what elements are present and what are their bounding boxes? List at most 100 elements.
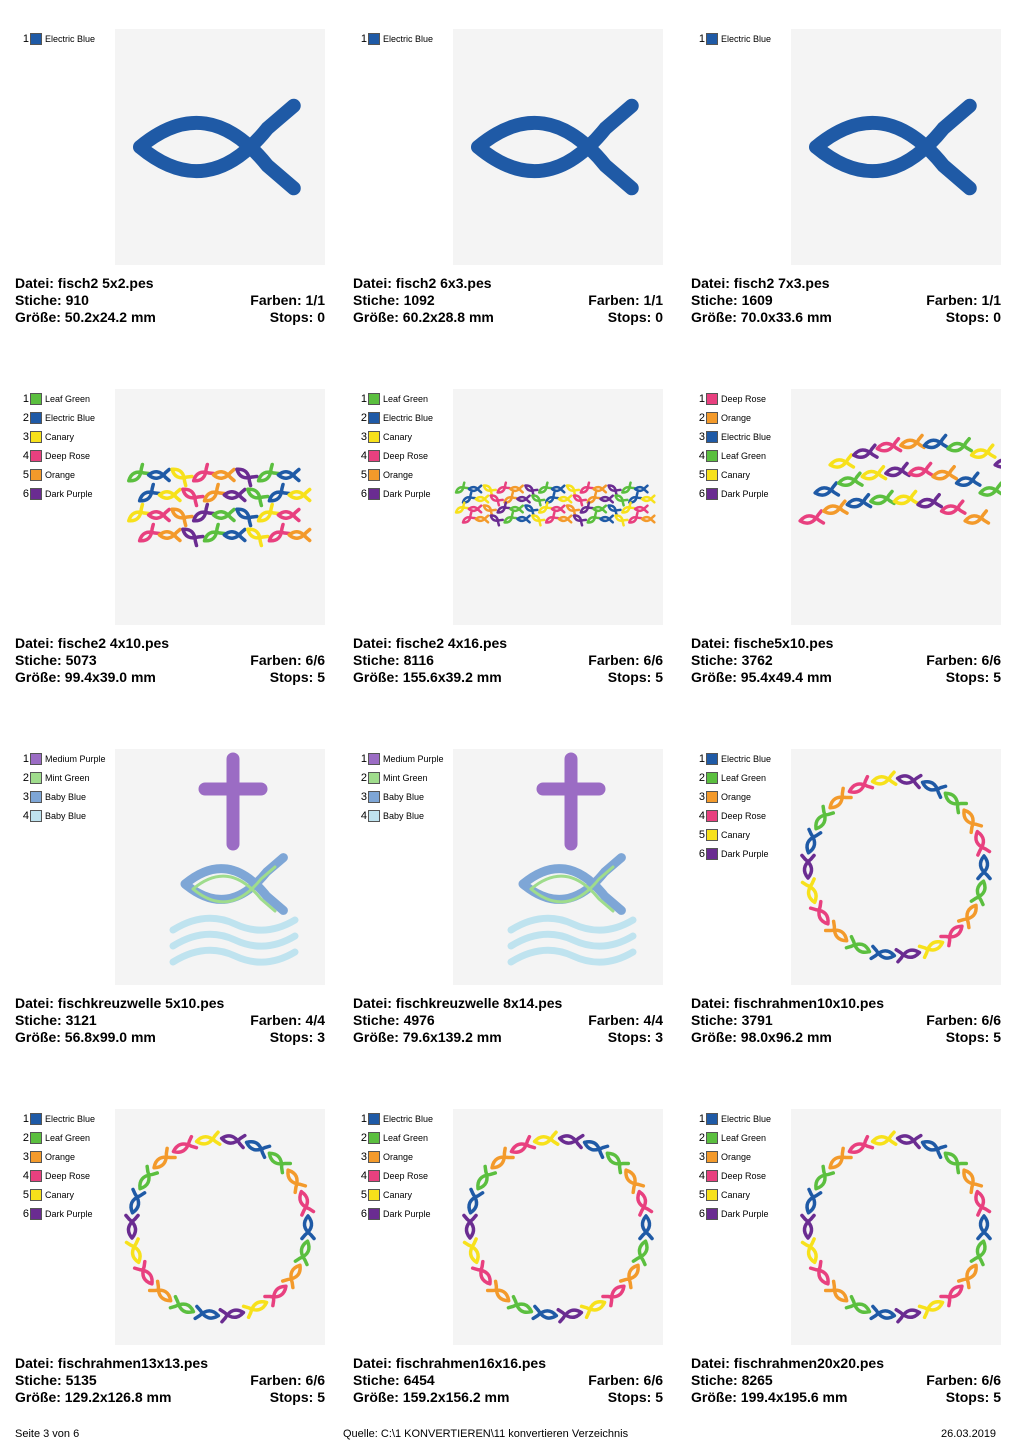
cross-fish-wave-icon [169,752,299,966]
file-name-line: Datei: fischrahmen20x20.pes [691,1355,884,1372]
thread-color-row: 5 Canary [696,825,796,844]
thread-color-row: 1 Electric Blue [358,1109,458,1128]
fish-shape [191,462,216,483]
fish-shape [969,1239,987,1267]
design-info: Datei: fische5x10.pes Stiche: 3762 Farbe… [691,635,1001,686]
thread-name: Dark Purple [45,488,93,499]
fish-shape [869,489,896,506]
thread-swatch [368,430,380,443]
thread-number: 6 [698,487,705,500]
design-size: 155.6x39.2 mm [402,669,502,685]
thread-name: Medium Purple [383,753,444,764]
thread-color-row: 1 Electric Blue [20,1109,120,1128]
thread-number: 3 [22,430,29,443]
single-fish-icon [133,98,301,196]
thread-name: Dark Purple [383,1208,431,1219]
thread-number: 3 [22,1150,29,1163]
thread-name: Leaf Green [721,1132,767,1143]
stitches-label: Stiche: [353,1012,404,1028]
fish-shape [193,1304,221,1321]
design-card: 1 Deep Rose 2 Orange 3 Electric Blue 4 L… [691,385,1011,715]
fish-shape [845,492,873,509]
fish-shape [529,865,615,913]
fish-band-narrow-icon [454,481,656,527]
thread-swatch [368,1112,380,1125]
fish-shape [124,1237,142,1265]
fish-shape [607,504,622,517]
fish-shape [624,1168,646,1195]
thread-color-row: 5 Orange [358,465,458,484]
size-line: Größe: 129.2x126.8 mm [15,1389,171,1406]
fish-shape [276,507,301,523]
thread-color-row: 3 Canary [358,427,458,446]
stop-count: 0 [993,309,1001,325]
fish-shape [267,482,292,503]
fish-shape [969,443,997,460]
fish-shape [993,453,1001,469]
colors-label: Farben: [926,1012,982,1028]
fish-shape [978,481,1001,497]
color-count-line: Farben: 6/6 [588,1372,663,1389]
design-size: 99.4x39.0 mm [64,669,156,685]
thread-name: Orange [383,469,414,480]
thread-number: 3 [22,790,29,803]
fish-shape [628,511,643,524]
fish-shape [276,467,301,483]
fish-shape [170,507,194,528]
fish-shape [920,1140,948,1160]
fish-shape [565,504,581,517]
color-count-line: Farben: 6/6 [926,652,1001,669]
fish-shape [956,903,978,930]
fish-shape [823,1279,849,1303]
thread-swatch [706,771,718,784]
thread-name: Dark Purple [45,1208,93,1219]
fish-shape [870,770,898,786]
fish-shape [851,443,879,460]
fish-shape [191,865,277,913]
color-count-line: Farben: 6/6 [588,652,663,669]
fish-shape [506,1294,534,1314]
thread-swatch [706,1150,718,1163]
colors-label: Farben: [588,292,644,308]
design-card: 1 Electric Blue 2 Leaf Green 3 Orange 4 … [15,1105,335,1435]
design-size: 50.2x24.2 mm [64,309,156,325]
stitch-count-line: Stiche: 3121 [15,1012,97,1029]
design-size: 159.2x156.2 mm [402,1389,510,1405]
fish-shape [557,494,573,504]
fish-shape [892,489,920,506]
fish-shape [157,527,182,543]
stitches-label: Stiche: [15,1372,66,1388]
thread-color-row: 1 Electric Blue [358,29,458,48]
color-count-line: Farben: 1/1 [926,292,1001,309]
thread-number: 4 [698,449,705,462]
fish-shape [219,1133,247,1150]
fish-shape [244,1140,272,1160]
thread-number: 3 [360,1150,367,1163]
stops-label: Stops: [269,1029,318,1045]
design-card: 1 Leaf Green 2 Electric Blue 3 Canary 4 … [15,385,335,715]
fish-shape [550,504,566,514]
thread-palette: 1 Electric Blue 2 Leaf Green 3 Orange 4 … [20,1109,120,1223]
thread-color-row: 1 Electric Blue [696,29,796,48]
fish-shape [800,1213,816,1240]
design-preview [791,1109,1001,1345]
fish-shape [870,1130,898,1146]
colors-label: Farben: [250,652,306,668]
thread-color-row: 6 Dark Purple [20,484,120,503]
design-card: 1 Electric Blue Datei: fisch2 6x3.pes St… [353,25,673,355]
fish-shape [467,484,483,494]
thread-color-row: 5 Canary [696,465,796,484]
fish-shape [537,481,553,494]
fish-shape [805,827,823,855]
design-preview [453,749,663,985]
size-label: Größe: [15,669,65,685]
thread-swatch [706,487,718,500]
thread-number: 5 [22,1188,29,1201]
colors-label: Farben: [588,1012,644,1028]
thread-name: Electric Blue [721,431,772,442]
thread-color-row: 5 Orange [20,465,120,484]
fish-shape [800,877,818,905]
wave-shape [169,946,299,966]
design-size: 129.2x126.8 mm [64,1389,172,1405]
stitch-count-line: Stiche: 6454 [353,1372,435,1389]
